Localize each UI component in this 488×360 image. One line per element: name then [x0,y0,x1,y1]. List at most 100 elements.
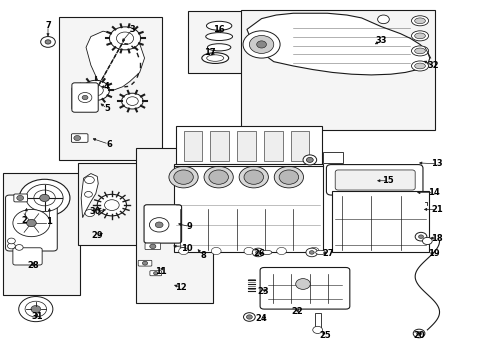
Circle shape [74,135,81,140]
Circle shape [88,85,103,96]
Bar [290,131,309,161]
Circle shape [149,218,168,232]
Circle shape [26,184,63,212]
Bar [3,173,80,295]
Bar [59,17,161,160]
Text: 4: 4 [104,82,110,91]
Ellipse shape [411,46,427,56]
Bar [331,191,428,252]
Circle shape [412,329,424,338]
Circle shape [274,166,303,188]
Text: 7: 7 [45,21,51,30]
Circle shape [15,244,23,250]
Circle shape [97,194,126,216]
Ellipse shape [206,55,224,61]
Circle shape [17,195,23,201]
Text: 3: 3 [129,25,135,34]
Circle shape [34,190,55,206]
Circle shape [203,166,233,188]
Bar [322,152,342,163]
Bar [188,12,243,73]
Circle shape [84,176,94,184]
Text: 14: 14 [427,188,439,197]
Circle shape [173,170,193,184]
Circle shape [256,41,266,48]
Text: 15: 15 [382,176,393,185]
Polygon shape [246,13,429,75]
Ellipse shape [414,48,425,54]
Circle shape [252,248,264,257]
Ellipse shape [411,16,427,26]
Circle shape [306,157,313,162]
Ellipse shape [206,21,231,30]
Bar [314,313,320,330]
Text: 1: 1 [46,217,52,226]
Circle shape [45,40,51,44]
Circle shape [153,272,158,275]
Circle shape [178,247,188,255]
Polygon shape [86,31,144,90]
Circle shape [416,332,421,335]
Text: 31: 31 [31,312,43,321]
Circle shape [155,222,163,228]
Circle shape [7,238,15,244]
FancyBboxPatch shape [13,248,42,265]
Text: 28: 28 [27,261,39,270]
Ellipse shape [262,250,271,255]
Circle shape [244,247,253,255]
FancyBboxPatch shape [334,170,414,190]
Text: 18: 18 [430,234,442,243]
Circle shape [249,36,273,53]
Circle shape [142,261,147,265]
Bar [136,148,213,303]
Circle shape [211,247,221,255]
Text: 12: 12 [175,283,186,292]
Circle shape [303,155,316,165]
Text: 23: 23 [257,287,268,296]
Ellipse shape [207,44,230,51]
Text: 26: 26 [253,249,264,258]
FancyBboxPatch shape [138,260,152,266]
Circle shape [305,248,317,257]
Circle shape [168,166,198,188]
Text: 11: 11 [154,267,166,276]
Polygon shape [81,174,98,218]
Circle shape [85,210,95,217]
Text: 9: 9 [186,222,192,231]
Circle shape [126,97,138,105]
Bar [237,131,255,161]
Bar [176,126,321,166]
Circle shape [309,247,319,255]
Circle shape [122,93,143,109]
Circle shape [377,15,388,24]
Text: 6: 6 [106,140,112,149]
Circle shape [109,27,141,50]
Circle shape [82,95,88,100]
Text: 30: 30 [89,207,101,216]
Bar [264,131,282,161]
Text: 25: 25 [319,332,330,341]
Circle shape [414,232,426,241]
Ellipse shape [414,63,425,69]
Ellipse shape [205,33,232,41]
Circle shape [104,200,119,211]
FancyBboxPatch shape [72,87,90,110]
Circle shape [208,170,228,184]
Circle shape [26,220,36,226]
Circle shape [246,315,252,319]
Text: 21: 21 [430,205,442,214]
Circle shape [312,326,322,333]
Circle shape [13,210,50,237]
Text: 5: 5 [104,104,110,113]
Circle shape [149,244,156,249]
FancyBboxPatch shape [150,271,161,276]
Text: 24: 24 [255,314,267,323]
FancyBboxPatch shape [71,134,88,142]
Text: 16: 16 [213,25,224,34]
FancyBboxPatch shape [326,165,422,195]
FancyBboxPatch shape [145,243,160,249]
Bar [183,131,202,161]
Text: 32: 32 [427,61,439,70]
Ellipse shape [202,53,228,63]
Circle shape [40,194,49,202]
